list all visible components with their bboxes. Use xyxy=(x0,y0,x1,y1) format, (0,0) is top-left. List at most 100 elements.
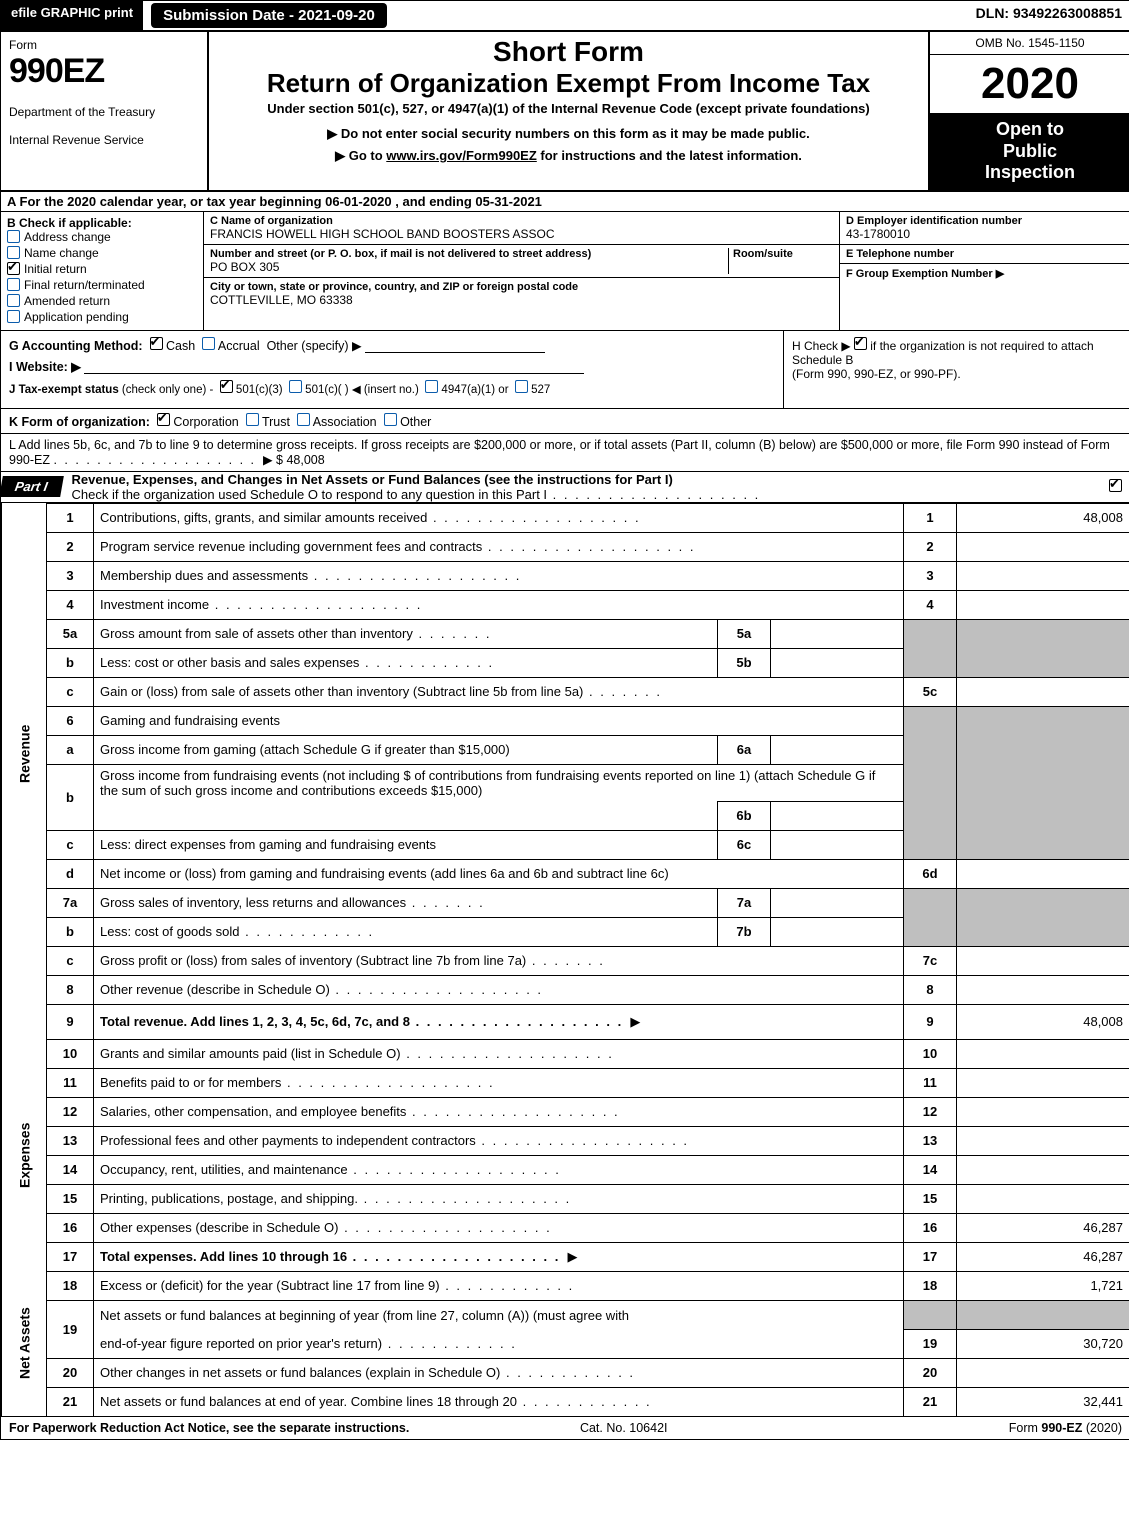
table-row: end-of-year figure reported on prior yea… xyxy=(2,1329,1129,1358)
box-b-title: B Check if applicable: xyxy=(7,216,197,230)
chk-name-change[interactable]: Name change xyxy=(7,246,197,260)
line-rnum: 11 xyxy=(904,1068,957,1097)
g-line: G Accounting Method: Cash Accrual Other … xyxy=(9,337,775,353)
table-row: Revenue 1 Contributions, gifts, grants, … xyxy=(2,503,1129,532)
table-row: 6 Gaming and fundraising events xyxy=(2,706,1129,735)
part1-schedo-check[interactable] xyxy=(1109,479,1122,495)
line-num: c xyxy=(47,946,94,975)
line-rnum: 18 xyxy=(904,1271,957,1300)
line-num: b xyxy=(47,917,94,946)
website-input[interactable] xyxy=(84,360,584,374)
room-suite-label: Room/suite xyxy=(733,248,833,260)
open-to-public-badge: Open to Public Inspection xyxy=(930,113,1129,190)
checkbox-icon[interactable] xyxy=(854,337,867,350)
expenses-side-label: Expenses xyxy=(2,1039,47,1271)
checkbox-icon xyxy=(1109,479,1122,492)
line-desc: Net income or (loss) from gaming and fun… xyxy=(94,859,904,888)
g-other-input[interactable] xyxy=(365,339,545,353)
shaded-cell xyxy=(957,706,1129,859)
line-desc: Net assets or fund balances at end of ye… xyxy=(94,1387,904,1416)
table-row: 2 Program service revenue including gove… xyxy=(2,532,1129,561)
under-section: Under section 501(c), 527, or 4947(a)(1)… xyxy=(219,101,918,116)
l-line: L Add lines 5b, 6c, and 7b to line 9 to … xyxy=(1,434,1129,472)
sub-num: 6a xyxy=(718,735,771,764)
table-row: 17 Total expenses. Add lines 10 through … xyxy=(2,1242,1129,1271)
g-h-block: G Accounting Method: Cash Accrual Other … xyxy=(1,331,1129,409)
line-value: 30,720 xyxy=(957,1329,1129,1358)
line-num: c xyxy=(47,677,94,706)
line-value xyxy=(957,532,1129,561)
part1-table: Revenue 1 Contributions, gifts, grants, … xyxy=(1,503,1129,1417)
line-desc: Total revenue. Add lines 1, 2, 3, 4, 5c,… xyxy=(94,1004,904,1039)
footer-left: For Paperwork Reduction Act Notice, see … xyxy=(9,1421,409,1435)
line-num: d xyxy=(47,859,94,888)
checkbox-icon[interactable] xyxy=(246,413,259,426)
checkbox-icon[interactable] xyxy=(157,413,170,426)
line-value xyxy=(957,590,1129,619)
form-number: 990EZ xyxy=(9,52,199,91)
line-num: 9 xyxy=(47,1004,94,1039)
checkbox-icon xyxy=(7,294,20,307)
j-label: J Tax-exempt status xyxy=(9,384,119,396)
checkbox-icon[interactable] xyxy=(425,380,438,393)
line-num: b xyxy=(47,648,94,677)
tax-year-line: A For the 2020 calendar year, or tax yea… xyxy=(1,192,1129,212)
f-group-label: F Group Exemption Number ▶ xyxy=(846,267,1124,280)
line-desc: Investment income xyxy=(94,590,904,619)
line-value: 46,287 xyxy=(957,1242,1129,1271)
ssn-warning: ▶ Do not enter social security numbers o… xyxy=(219,126,918,142)
checkbox-icon[interactable] xyxy=(297,413,310,426)
line-num: c xyxy=(47,830,94,859)
chk-amended-return[interactable]: Amended return xyxy=(7,294,197,308)
chk-application-pending[interactable]: Application pending xyxy=(7,310,197,324)
line-num: 15 xyxy=(47,1184,94,1213)
box-b: B Check if applicable: Address change Na… xyxy=(1,212,204,330)
ein-value: 43-1780010 xyxy=(846,227,1124,241)
line-num: 8 xyxy=(47,975,94,1004)
dept-treasury: Department of the Treasury xyxy=(9,105,199,119)
entity-block: B Check if applicable: Address change Na… xyxy=(1,212,1129,331)
line-rnum: 16 xyxy=(904,1213,957,1242)
line-num: 21 xyxy=(47,1387,94,1416)
checkbox-icon[interactable] xyxy=(289,380,302,393)
irs-link[interactable]: www.irs.gov/Form990EZ xyxy=(386,148,537,163)
chk-label: Address change xyxy=(24,230,111,244)
part1-header: Part I Revenue, Expenses, and Changes in… xyxy=(1,472,1129,503)
j-line: J Tax-exempt status (check only one) - 5… xyxy=(9,380,775,396)
sub-value xyxy=(771,917,904,946)
line-desc: end-of-year figure reported on prior yea… xyxy=(94,1329,904,1358)
sub-num: 6c xyxy=(718,830,771,859)
k-trust: Trust xyxy=(262,415,290,429)
chk-final-return[interactable]: Final return/terminated xyxy=(7,278,197,292)
netassets-side-label: Net Assets xyxy=(2,1271,47,1416)
top-bar: efile GRAPHIC print Submission Date - 20… xyxy=(1,1,1129,32)
efile-print-button[interactable]: efile GRAPHIC print xyxy=(1,1,143,30)
checkbox-icon[interactable] xyxy=(202,337,215,350)
j-501c3: 501(c)(3) xyxy=(236,384,283,396)
k-other: Other xyxy=(400,415,431,429)
checkbox-icon[interactable] xyxy=(515,380,528,393)
line-desc: Benefits paid to or for members xyxy=(94,1068,904,1097)
tax-year: 2020 xyxy=(930,55,1129,113)
table-row: 15 Printing, publications, postage, and … xyxy=(2,1184,1129,1213)
omb-number: OMB No. 1545-1150 xyxy=(930,32,1129,55)
box-c: C Name of organization FRANCIS HOWELL HI… xyxy=(204,212,839,330)
checkbox-icon[interactable] xyxy=(150,337,163,350)
line-value xyxy=(957,946,1129,975)
c-addr-label: Number and street (or P. O. box, if mail… xyxy=(210,248,728,260)
checkbox-icon[interactable] xyxy=(220,380,233,393)
chk-initial-return[interactable]: Initial return xyxy=(7,262,197,276)
g-i-j-left: G Accounting Method: Cash Accrual Other … xyxy=(1,331,783,408)
chk-address-change[interactable]: Address change xyxy=(7,230,197,244)
form-header: Form 990EZ Department of the Treasury In… xyxy=(1,32,1129,192)
shaded-cell xyxy=(904,619,957,677)
checkbox-icon[interactable] xyxy=(384,413,397,426)
k-line: K Form of organization: Corporation Trus… xyxy=(1,409,1129,434)
line-rnum: 15 xyxy=(904,1184,957,1213)
line-desc: Gross sales of inventory, less returns a… xyxy=(94,888,718,917)
line-num: 4 xyxy=(47,590,94,619)
g-other: Other (specify) ▶ xyxy=(267,339,362,353)
line-desc: Other revenue (describe in Schedule O) xyxy=(94,975,904,1004)
line-desc: Gross profit or (loss) from sales of inv… xyxy=(94,946,904,975)
line-rnum: 6d xyxy=(904,859,957,888)
